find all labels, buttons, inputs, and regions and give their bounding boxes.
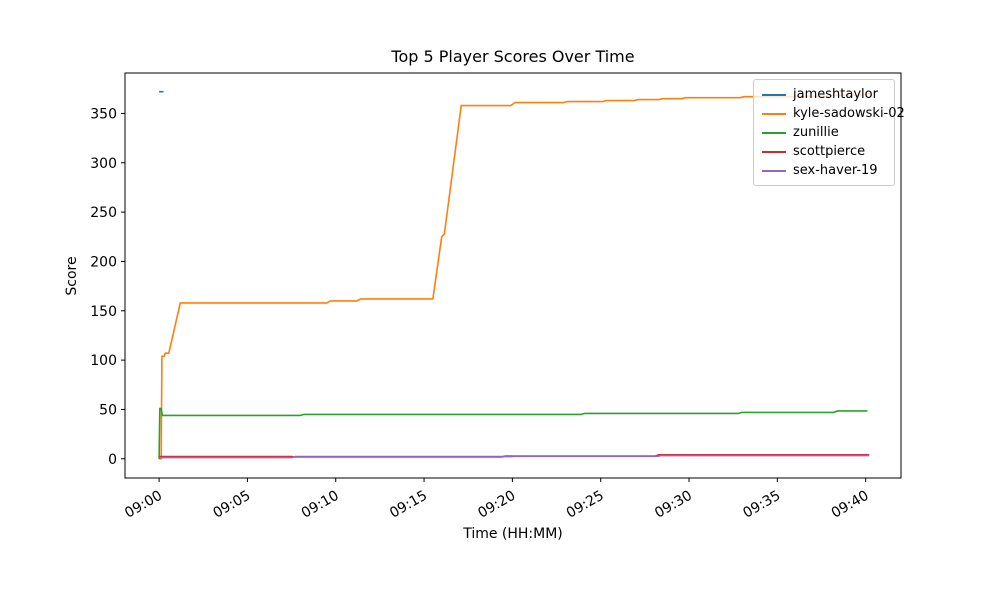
x-tick-label: 09:40 xyxy=(829,488,872,522)
legend-item-kyle-sadowski-02: kyle-sadowski-02 xyxy=(762,104,905,123)
legend-swatch-zunillie xyxy=(762,131,786,134)
y-axis-label: Score xyxy=(64,256,80,296)
y-tick-label: 350 xyxy=(90,106,117,122)
y-tick-label: 300 xyxy=(90,156,117,172)
legend-item-jameshtaylor: jameshtaylor xyxy=(762,85,886,104)
legend-label: sex-haver-19 xyxy=(793,163,878,178)
x-tick-label: 09:35 xyxy=(740,488,783,522)
x-tick-label: 09:20 xyxy=(475,488,518,522)
y-tick-label: 0 xyxy=(108,452,117,468)
legend-swatch-jameshtaylor xyxy=(762,93,786,96)
legend-label: zunillie xyxy=(793,125,839,140)
chart-title: Top 5 Player Scores Over Time xyxy=(391,47,635,66)
y-tick-label: 100 xyxy=(90,353,117,369)
series-line-zunillie xyxy=(158,407,868,459)
y-tick-label: 200 xyxy=(90,254,117,270)
x-tick-label: 09:15 xyxy=(387,488,430,522)
x-tick-label: 09:25 xyxy=(564,488,607,522)
legend-item-zunillie: zunillie xyxy=(762,123,886,142)
legend-swatch-sex-haver-19 xyxy=(762,169,786,172)
legend-item-scottpierce: scottpierce xyxy=(762,142,886,161)
legend-swatch-kyle-sadowski-02 xyxy=(762,112,786,115)
series-line-sex-haver-19 xyxy=(159,454,870,459)
x-tick-label: 09:10 xyxy=(299,488,342,522)
legend-label: kyle-sadowski-02 xyxy=(793,106,905,121)
legend-swatch-scottpierce xyxy=(762,150,786,153)
legend-item-sex-haver-19: sex-haver-19 xyxy=(762,161,886,180)
x-tick-label: 09:30 xyxy=(652,488,695,522)
x-tick-label: 09:05 xyxy=(210,488,253,522)
legend: jameshtaylor kyle-sadowski-02 zunillie scot… xyxy=(753,79,905,186)
axes-spines xyxy=(124,72,902,479)
legend-label: scottpierce xyxy=(793,144,866,159)
legend-label: jameshtaylor xyxy=(793,87,878,102)
y-tick-label: 50 xyxy=(99,402,117,418)
x-axis-label: Time (HH:MM) xyxy=(463,526,563,542)
x-tick-label: 09:00 xyxy=(122,488,165,522)
y-tick-label: 150 xyxy=(90,304,117,320)
y-tick-label: 250 xyxy=(90,205,117,221)
